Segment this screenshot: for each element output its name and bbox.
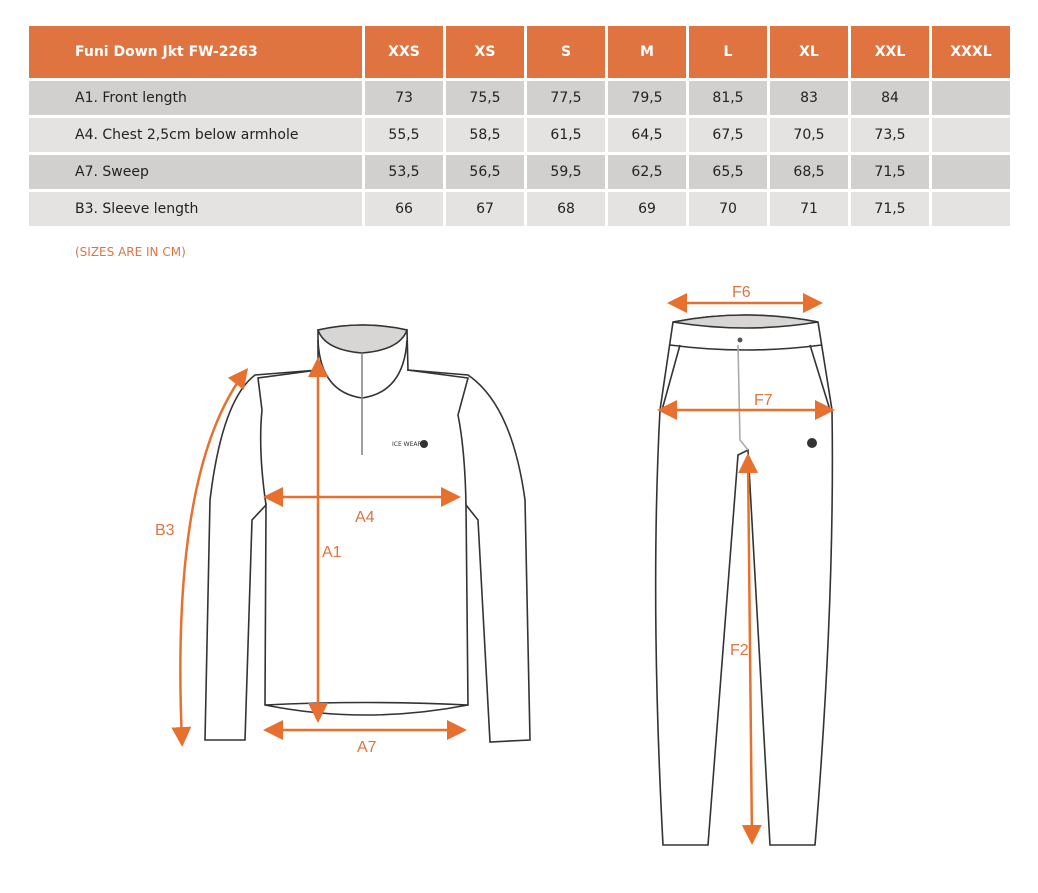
size-value: 66 <box>365 192 443 226</box>
table-row: A7. Sweep 53,5 56,5 59,5 62,5 65,5 68,5 71,5 <box>29 155 1010 189</box>
label-f2: F2 <box>730 642 749 659</box>
size-value: 73,5 <box>851 118 929 152</box>
size-value: 69 <box>608 192 686 226</box>
size-value: 70,5 <box>770 118 848 152</box>
size-value: 77,5 <box>527 81 605 115</box>
size-value: 83 <box>770 81 848 115</box>
label-a7: A7 <box>357 739 377 756</box>
size-header: XXXL <box>932 26 1010 78</box>
jacket-drawing <box>204 324 531 743</box>
size-value: 75,5 <box>446 81 524 115</box>
size-value: 67,5 <box>689 118 767 152</box>
size-value: 53,5 <box>365 155 443 189</box>
button-icon <box>737 337 743 343</box>
label-a4: A4 <box>355 509 375 526</box>
size-value <box>932 155 1010 189</box>
size-value: 61,5 <box>527 118 605 152</box>
product-title: Funi Down Jkt FW-2263 <box>29 26 362 78</box>
measurement-label: A7. Sweep <box>29 155 362 189</box>
size-value: 58,5 <box>446 118 524 152</box>
label-b3: B3 <box>155 522 175 539</box>
logo-icon <box>807 438 817 448</box>
size-header: S <box>527 26 605 78</box>
size-value: 84 <box>851 81 929 115</box>
size-header: L <box>689 26 767 78</box>
size-header: XXS <box>365 26 443 78</box>
size-value: 71 <box>770 192 848 226</box>
size-value: 64,5 <box>608 118 686 152</box>
size-value <box>932 118 1010 152</box>
pants-measure-lines <box>657 293 835 845</box>
size-header: M <box>608 26 686 78</box>
pants-drawing <box>654 314 834 846</box>
size-value: 56,5 <box>446 155 524 189</box>
size-value: 59,5 <box>527 155 605 189</box>
measurement-label: B3. Sleeve length <box>29 192 362 226</box>
measurement-label: A4. Chest 2,5cm below armhole <box>29 118 362 152</box>
size-value: 55,5 <box>365 118 443 152</box>
size-value: 71,5 <box>851 192 929 226</box>
size-header: XL <box>770 26 848 78</box>
size-value: 68,5 <box>770 155 848 189</box>
jacket-measure-lines <box>171 357 467 747</box>
size-header: XXL <box>851 26 929 78</box>
table-row: A1. Front length 73 75,5 77,5 79,5 81,5 83 84 <box>29 81 1010 115</box>
size-chart-table: Funi Down Jkt FW-2263 XXS XS S M L XL XX… <box>26 23 1013 229</box>
size-value <box>932 81 1010 115</box>
logo-icon <box>420 440 428 448</box>
units-note: (SIZES ARE IN CM) <box>75 245 186 259</box>
table-header: Funi Down Jkt FW-2263 XXS XS S M L XL XX… <box>29 26 1010 78</box>
size-header: XS <box>446 26 524 78</box>
label-a1: A1 <box>322 544 342 561</box>
size-value <box>932 192 1010 226</box>
table-row: A4. Chest 2,5cm below armhole 55,5 58,5 61,… <box>29 118 1010 152</box>
size-value: 62,5 <box>608 155 686 189</box>
size-value: 70 <box>689 192 767 226</box>
measurement-label: A1. Front length <box>29 81 362 115</box>
size-value: 81,5 <box>689 81 767 115</box>
table-row: B3. Sleeve length 66 67 68 69 70 71 71,5 <box>29 192 1010 226</box>
size-value: 71,5 <box>851 155 929 189</box>
size-value: 73 <box>365 81 443 115</box>
logo: ICE WEAR <box>392 441 422 448</box>
size-value: 67 <box>446 192 524 226</box>
label-f7: F7 <box>754 392 773 409</box>
label-f6: F6 <box>732 284 751 301</box>
size-value: 79,5 <box>608 81 686 115</box>
size-value: 65,5 <box>689 155 767 189</box>
size-value: 68 <box>527 192 605 226</box>
